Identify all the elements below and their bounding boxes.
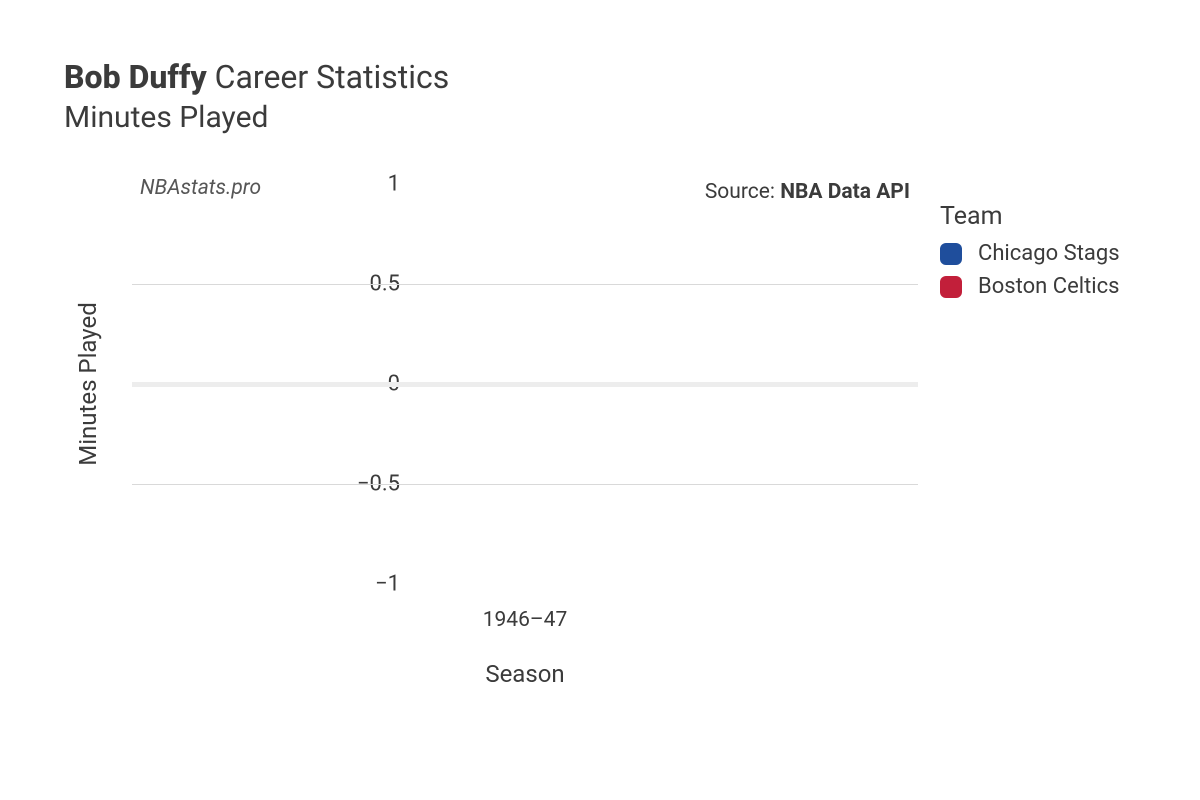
chart-stage: Bob Duffy Career Statistics Minutes Play… [0, 0, 1200, 800]
title-line-1: Bob Duffy Career Statistics [64, 58, 449, 96]
source-label: Source: [705, 180, 780, 204]
legend-title: Team [940, 202, 1120, 231]
x-tick-label: 1946–47 [132, 608, 918, 632]
legend: Team Chicago Stags Boston Celtics [940, 202, 1120, 307]
legend-swatch [940, 276, 962, 298]
grid-line [132, 484, 918, 485]
source-name: NBA Data API [780, 180, 910, 204]
legend-swatch [940, 243, 962, 265]
title-subtitle: Minutes Played [64, 100, 449, 135]
legend-item: Boston Celtics [940, 274, 1120, 299]
grid-line [132, 284, 918, 285]
zero-line [132, 382, 918, 387]
title-rest: Career Statistics [207, 58, 450, 96]
source-attribution: Source: NBA Data API [705, 180, 910, 204]
watermark-text: NBAstats.pro [140, 176, 261, 200]
x-axis-label: Season [132, 660, 918, 688]
plot-area [132, 184, 918, 584]
legend-label: Boston Celtics [978, 274, 1120, 299]
chart-title: Bob Duffy Career Statistics Minutes Play… [64, 58, 449, 135]
title-player-name: Bob Duffy [64, 58, 207, 96]
legend-item: Chicago Stags [940, 241, 1120, 266]
y-axis-label: Minutes Played [74, 302, 102, 466]
legend-label: Chicago Stags [978, 241, 1120, 266]
